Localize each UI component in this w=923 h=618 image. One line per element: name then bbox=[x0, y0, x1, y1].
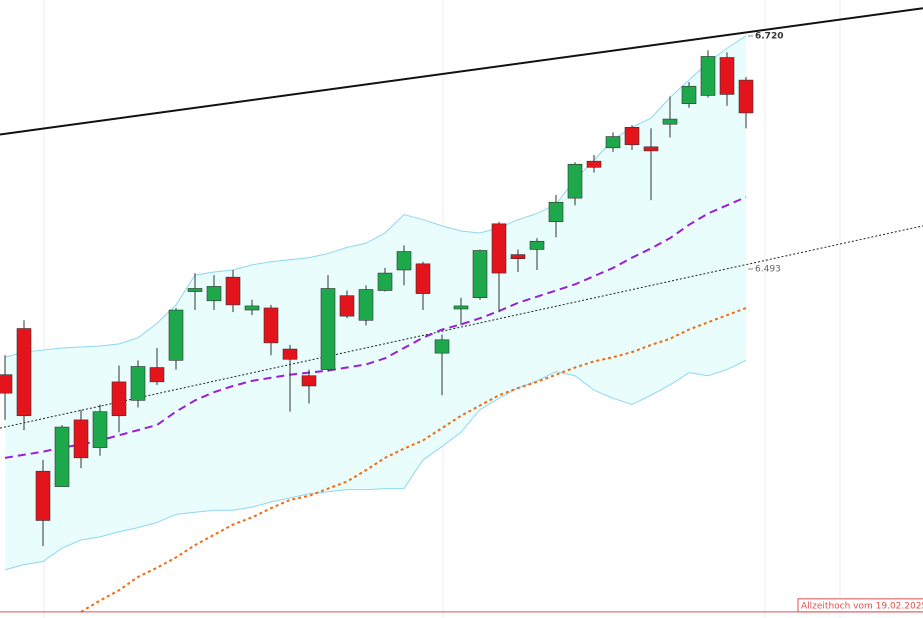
band-lower bbox=[4, 359, 747, 571]
candle-body bbox=[54, 426, 70, 487]
candle-body bbox=[548, 201, 564, 223]
candle-body bbox=[111, 381, 127, 417]
price-label: 6.493 bbox=[755, 264, 781, 274]
candle-body bbox=[662, 118, 678, 125]
band-area bbox=[5, 35, 746, 570]
candle-body bbox=[396, 251, 412, 271]
candle-body bbox=[453, 305, 469, 310]
candle-body bbox=[225, 276, 241, 306]
candle-body bbox=[92, 411, 108, 448]
band-upper bbox=[4, 35, 747, 358]
candle-body bbox=[719, 57, 735, 95]
candle-body bbox=[567, 163, 583, 199]
candle-body bbox=[16, 328, 32, 417]
candle-body bbox=[624, 126, 640, 146]
candle-body bbox=[149, 367, 165, 383]
candle-body bbox=[130, 366, 146, 401]
candle-body bbox=[35, 470, 51, 521]
candle-body bbox=[320, 288, 336, 370]
candle-body bbox=[187, 288, 203, 292]
price-label: 6.720 bbox=[755, 31, 783, 41]
candle-body bbox=[339, 295, 355, 317]
candle-body bbox=[491, 223, 507, 274]
candle-body bbox=[301, 375, 317, 387]
ath-box bbox=[797, 598, 923, 613]
candle-body bbox=[529, 240, 545, 250]
candle-body bbox=[472, 250, 488, 299]
indicator-line bbox=[80, 307, 747, 613]
candle-body bbox=[738, 79, 754, 114]
candle-body bbox=[700, 56, 716, 96]
candle-body bbox=[643, 146, 659, 152]
candle-body bbox=[586, 160, 602, 168]
candle-body bbox=[377, 272, 393, 291]
indicator-line bbox=[4, 196, 747, 459]
candle-body bbox=[605, 136, 621, 149]
trend-line bbox=[0, 7, 923, 136]
ath-label: Allzeithoch vom 19.02.2025 / bbox=[801, 601, 923, 611]
candle-body bbox=[681, 85, 697, 104]
candle-body bbox=[206, 286, 222, 302]
candle-body bbox=[73, 419, 89, 459]
candle-body bbox=[434, 339, 450, 354]
candle-body bbox=[0, 374, 13, 394]
candle-body bbox=[168, 309, 184, 361]
trend-line bbox=[0, 225, 923, 429]
candle-body bbox=[282, 348, 298, 360]
candle-body bbox=[244, 305, 260, 311]
candle-body bbox=[415, 263, 431, 294]
candle-body bbox=[358, 289, 374, 321]
candle-body bbox=[510, 254, 526, 259]
candle-body bbox=[263, 307, 279, 344]
